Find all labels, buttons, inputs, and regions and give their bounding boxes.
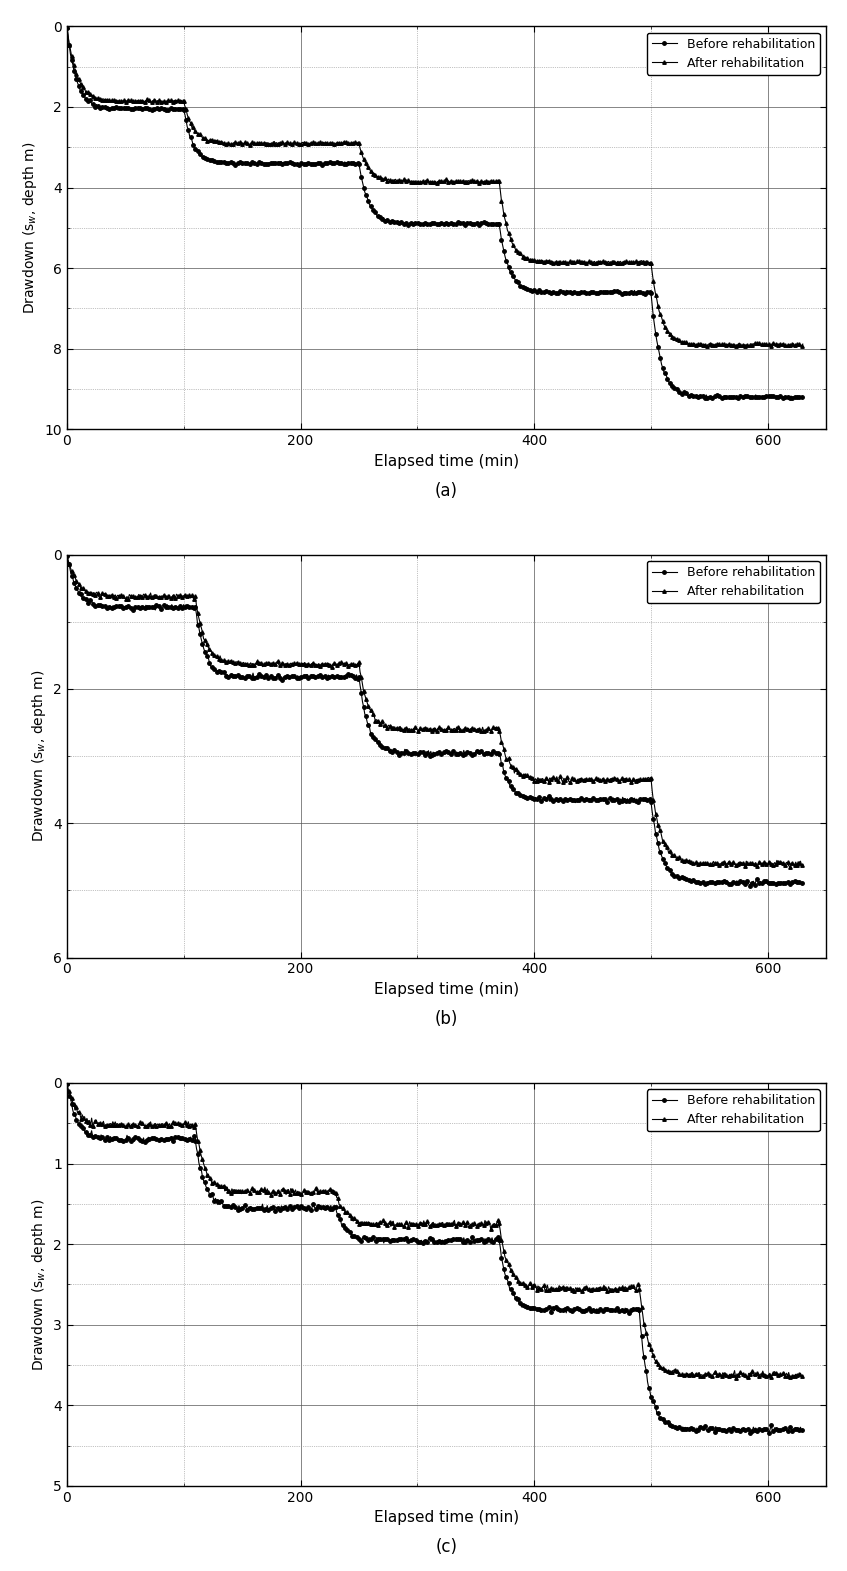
- Line: Before rehabilitation: Before rehabilitation: [65, 1082, 805, 1434]
- Before rehabilitation: [790, 1419, 800, 1437]
- Line: After rehabilitation: After rehabilitation: [65, 553, 805, 869]
- Before rehabilitation: [764, 1423, 774, 1442]
- After rehabilitation: [608, 251, 618, 270]
- Before rehabilitation: [790, 388, 800, 407]
- Before rehabilitation: [798, 873, 808, 892]
- After rehabilitation: [62, 545, 72, 564]
- After rehabilitation: [608, 1280, 618, 1299]
- Y-axis label: Drawdown (s$_w$, depth m): Drawdown (s$_w$, depth m): [30, 669, 47, 842]
- Before rehabilitation: [668, 866, 678, 884]
- Line: After rehabilitation: After rehabilitation: [65, 25, 805, 349]
- After rehabilitation: [790, 853, 800, 872]
- Text: (a): (a): [435, 482, 458, 500]
- Before rehabilitation: [62, 1075, 72, 1093]
- Line: Before rehabilitation: Before rehabilitation: [65, 555, 805, 888]
- After rehabilitation: [668, 847, 678, 866]
- After rehabilitation: [798, 855, 808, 873]
- After rehabilitation: [500, 745, 510, 764]
- Before rehabilitation: [248, 663, 258, 682]
- Before rehabilitation: [608, 283, 618, 302]
- After rehabilitation: [725, 336, 735, 355]
- Before rehabilitation: [158, 595, 169, 614]
- Before rehabilitation: [668, 379, 678, 397]
- After rehabilitation: [248, 134, 258, 152]
- After rehabilitation: [668, 327, 678, 346]
- Legend: Before rehabilitation, After rehabilitation: Before rehabilitation, After rehabilitat…: [646, 561, 820, 603]
- After rehabilitation: [798, 1367, 808, 1386]
- Legend: Before rehabilitation, After rehabilitation: Before rehabilitation, After rehabilitat…: [646, 33, 820, 75]
- After rehabilitation: [790, 1365, 800, 1384]
- Legend: Before rehabilitation, After rehabilitation: Before rehabilitation, After rehabilitat…: [646, 1089, 820, 1131]
- After rehabilitation: [500, 211, 510, 229]
- After rehabilitation: [500, 1247, 510, 1266]
- Y-axis label: Drawdown (s$_w$, depth m): Drawdown (s$_w$, depth m): [30, 1199, 47, 1370]
- After rehabilitation: [741, 1368, 751, 1387]
- Before rehabilitation: [790, 873, 800, 892]
- Y-axis label: Drawdown (s$_w$, depth m): Drawdown (s$_w$, depth m): [21, 141, 39, 314]
- After rehabilitation: [798, 335, 808, 353]
- Text: (c): (c): [435, 1538, 457, 1557]
- After rehabilitation: [158, 1115, 169, 1134]
- After rehabilitation: [158, 93, 169, 112]
- After rehabilitation: [732, 858, 742, 877]
- X-axis label: Elapsed time (min): Elapsed time (min): [374, 454, 519, 468]
- Before rehabilitation: [500, 1265, 510, 1284]
- Before rehabilitation: [608, 1301, 618, 1320]
- Before rehabilitation: [248, 154, 258, 173]
- X-axis label: Elapsed time (min): Elapsed time (min): [374, 1510, 519, 1525]
- Before rehabilitation: [668, 1419, 678, 1437]
- Before rehabilitation: [158, 101, 169, 119]
- Before rehabilitation: [717, 390, 727, 408]
- X-axis label: Elapsed time (min): Elapsed time (min): [374, 982, 519, 998]
- Before rehabilitation: [500, 247, 510, 265]
- Before rehabilitation: [798, 1422, 808, 1441]
- After rehabilitation: [62, 1075, 72, 1093]
- Before rehabilitation: [500, 767, 510, 786]
- After rehabilitation: [158, 586, 169, 605]
- Line: Before rehabilitation: Before rehabilitation: [65, 25, 805, 401]
- Before rehabilitation: [158, 1130, 169, 1148]
- Text: (b): (b): [435, 1010, 458, 1027]
- Before rehabilitation: [798, 388, 808, 407]
- After rehabilitation: [668, 1360, 678, 1379]
- Before rehabilitation: [745, 877, 755, 895]
- Before rehabilitation: [62, 547, 72, 566]
- Before rehabilitation: [248, 1200, 258, 1219]
- After rehabilitation: [248, 1181, 258, 1200]
- After rehabilitation: [790, 336, 800, 355]
- Line: After rehabilitation: After rehabilitation: [65, 1081, 805, 1379]
- Before rehabilitation: [608, 789, 618, 807]
- Before rehabilitation: [62, 19, 72, 38]
- After rehabilitation: [62, 17, 72, 36]
- After rehabilitation: [608, 770, 618, 789]
- After rehabilitation: [248, 654, 258, 672]
